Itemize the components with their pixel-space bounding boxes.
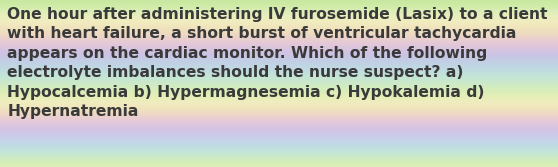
Text: One hour after administering IV furosemide (Lasix) to a client
with heart failur: One hour after administering IV furosemi… bbox=[7, 7, 548, 119]
